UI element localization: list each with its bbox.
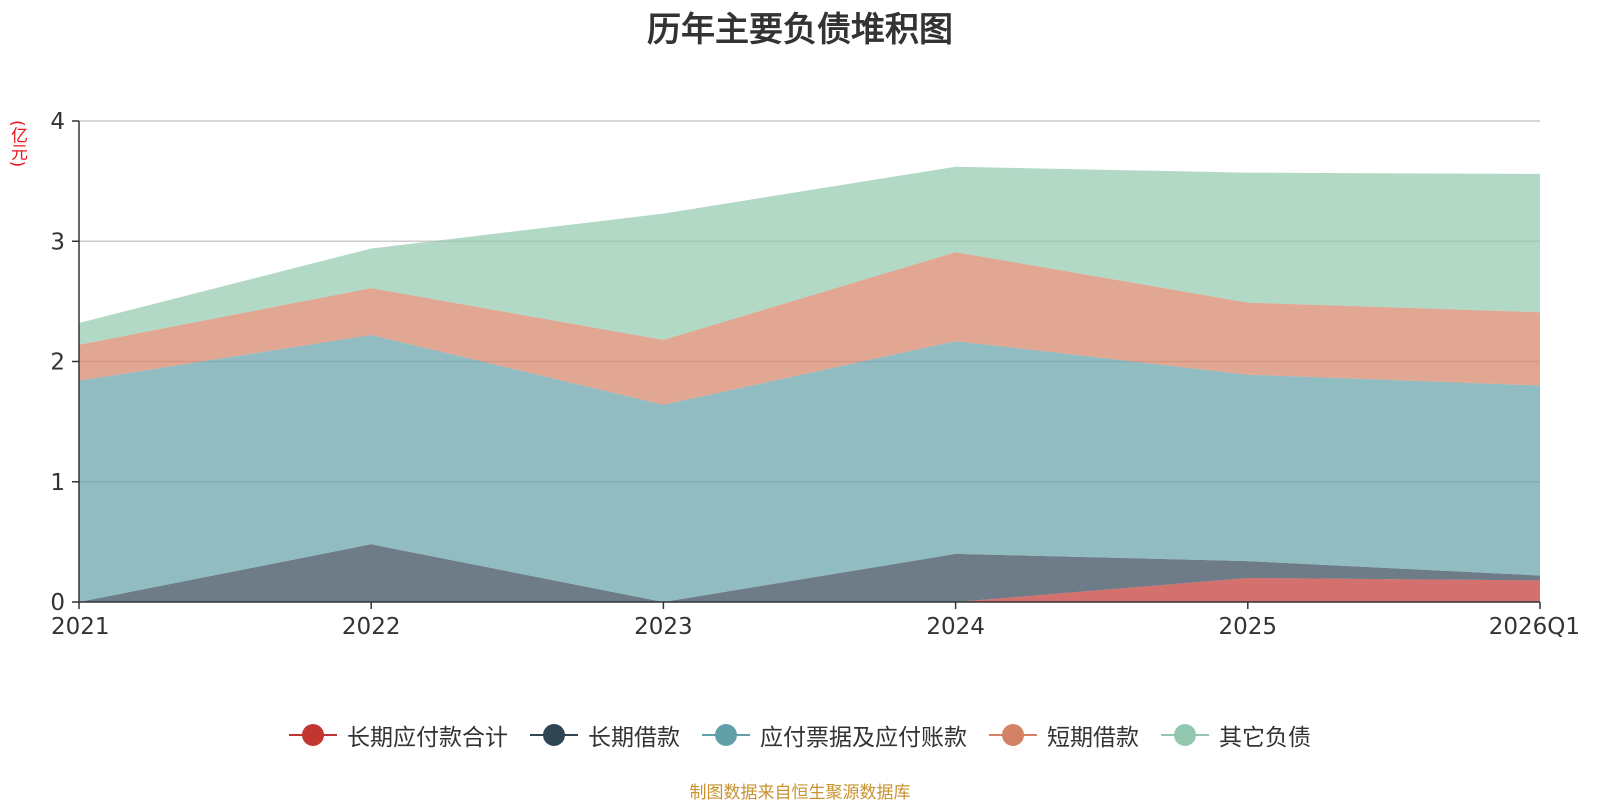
chart-title: 历年主要负债堆积图 bbox=[647, 10, 953, 50]
x-tick-label: 2026Q1 bbox=[1489, 614, 1580, 640]
legend-item-other-liabilities[interactable]: 其它负债 bbox=[1161, 718, 1311, 752]
legend-label: 其它负债 bbox=[1219, 725, 1311, 751]
x-tick-label: 2021 bbox=[51, 614, 110, 640]
legend-marker-icon bbox=[702, 723, 750, 747]
data-source-note: 制图数据来自恒生聚源数据库 bbox=[689, 783, 911, 803]
legend-label: 短期借款 bbox=[1047, 725, 1139, 751]
legend-item-long-term-loans[interactable]: 长期借款 bbox=[530, 718, 680, 752]
y-tick-label: 2 bbox=[50, 350, 65, 376]
x-tick-label: 2025 bbox=[1219, 614, 1278, 640]
legend-item-short-term-loans[interactable]: 短期借款 bbox=[989, 718, 1139, 752]
legend-label: 长期应付款合计 bbox=[347, 725, 508, 751]
area-series-1 bbox=[79, 544, 1540, 602]
legend: 长期应付款合计 长期借款 应付票据及应付账款 短期借款 其它负债 bbox=[0, 718, 1600, 752]
area-series-3 bbox=[79, 252, 1540, 405]
y-tick-label: 3 bbox=[50, 229, 65, 255]
area-series-0 bbox=[79, 578, 1540, 602]
area-series-2 bbox=[79, 335, 1540, 602]
legend-label: 长期借款 bbox=[588, 725, 680, 751]
x-tick-label: 2023 bbox=[634, 614, 693, 640]
y-tick-label: 1 bbox=[50, 470, 65, 496]
legend-label: 应付票据及应付账款 bbox=[760, 725, 967, 751]
legend-item-notes-accounts-payable[interactable]: 应付票据及应付账款 bbox=[702, 718, 967, 752]
legend-item-long-term-payables[interactable]: 长期应付款合计 bbox=[289, 718, 508, 752]
y-axis-unit-label: (亿元) bbox=[7, 120, 27, 168]
legend-marker-icon bbox=[530, 723, 578, 747]
area-series bbox=[79, 166, 1540, 602]
legend-marker-icon bbox=[989, 723, 1037, 747]
y-tick-label: 4 bbox=[50, 109, 65, 135]
legend-marker-icon bbox=[1161, 723, 1209, 747]
axes: 0 1 2 3 4 2021 2022 2023 2024 2025 2026Q1 bbox=[50, 109, 1580, 640]
x-tick-label: 2022 bbox=[342, 614, 401, 640]
area-series-4 bbox=[79, 166, 1540, 345]
legend-marker-icon bbox=[289, 723, 337, 747]
y-tick-label: 0 bbox=[50, 590, 65, 616]
x-tick-label: 2024 bbox=[926, 614, 985, 640]
